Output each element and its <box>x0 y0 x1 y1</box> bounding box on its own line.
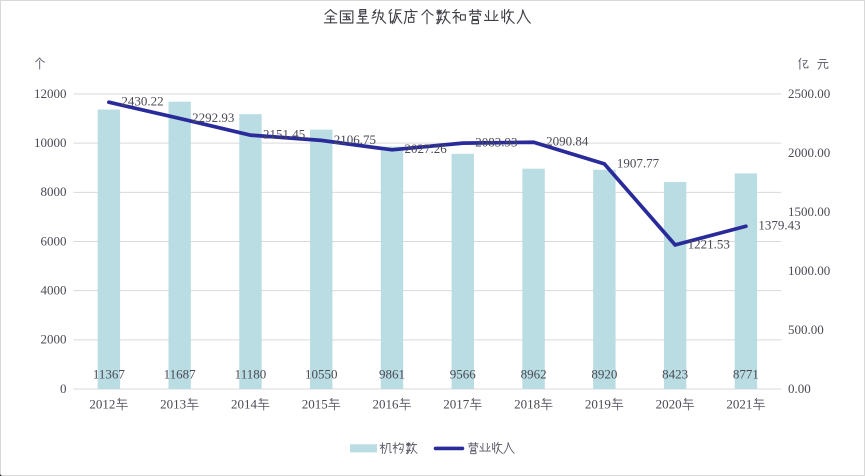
svg-text:2000: 2000 <box>41 332 67 347</box>
svg-text:8000: 8000 <box>41 184 67 199</box>
svg-text:2021: 2021 <box>726 397 752 412</box>
svg-text:2000.00: 2000.00 <box>788 145 830 160</box>
svg-text:0: 0 <box>60 381 67 396</box>
svg-text:1500.00: 1500.00 <box>788 204 830 219</box>
svg-text:2083.93: 2083.93 <box>475 135 517 150</box>
svg-text:2014: 2014 <box>231 397 258 412</box>
svg-text:10000: 10000 <box>34 135 67 150</box>
svg-text:2106.75: 2106.75 <box>334 132 376 147</box>
svg-text:2012: 2012 <box>89 397 115 412</box>
svg-text:2430.22: 2430.22 <box>121 94 163 109</box>
svg-text:2027.26: 2027.26 <box>405 141 448 156</box>
svg-text:2013: 2013 <box>160 397 186 412</box>
svg-text:2020: 2020 <box>656 397 682 412</box>
svg-text:2017: 2017 <box>443 397 470 412</box>
svg-text:8962: 8962 <box>521 366 547 381</box>
svg-text:11180: 11180 <box>235 366 267 381</box>
svg-text:2019: 2019 <box>585 397 611 412</box>
svg-text:8771: 8771 <box>733 366 759 381</box>
svg-text:8423: 8423 <box>662 366 688 381</box>
svg-text:9566: 9566 <box>450 366 477 381</box>
svg-text:1000.00: 1000.00 <box>788 263 830 278</box>
svg-text:8920: 8920 <box>591 366 617 381</box>
svg-text:1221.53: 1221.53 <box>688 236 730 251</box>
svg-text:1379.43: 1379.43 <box>758 218 800 233</box>
svg-text:2151.45: 2151.45 <box>263 127 305 142</box>
svg-text:2016: 2016 <box>373 397 400 412</box>
svg-text:2015: 2015 <box>302 397 328 412</box>
svg-text:11367: 11367 <box>93 366 126 381</box>
svg-text:1907.77: 1907.77 <box>617 155 660 170</box>
svg-text:9861: 9861 <box>379 366 405 381</box>
svg-text:2500.00: 2500.00 <box>788 86 830 101</box>
svg-text:6000: 6000 <box>41 233 67 248</box>
svg-text:0.00: 0.00 <box>788 381 811 396</box>
svg-text:2090.84: 2090.84 <box>546 134 589 149</box>
svg-text:4000: 4000 <box>41 283 67 298</box>
svg-text:500.00: 500.00 <box>788 322 824 337</box>
svg-text:11687: 11687 <box>164 366 197 381</box>
svg-text:2018: 2018 <box>514 397 540 412</box>
svg-text:12000: 12000 <box>34 86 67 101</box>
svg-text:10550: 10550 <box>305 366 338 381</box>
svg-text:2292.93: 2292.93 <box>192 110 234 125</box>
